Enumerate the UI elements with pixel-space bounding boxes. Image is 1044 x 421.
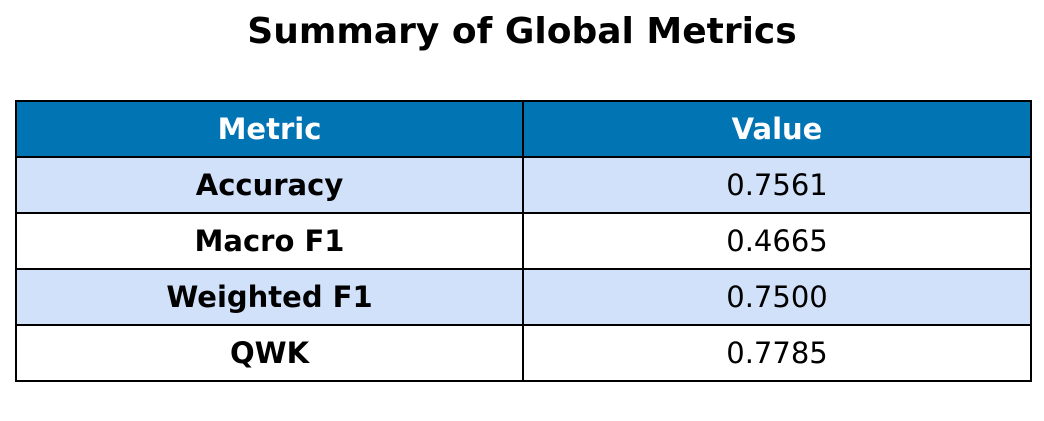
header-cell-metric: Metric [15, 100, 524, 158]
chart-title: Summary of Global Metrics [247, 11, 797, 52]
metric-value-cell: 0.7561 [522, 156, 1032, 214]
metric-name-cell: QWK [15, 324, 524, 382]
header-row: Metric Value [15, 100, 1032, 158]
metric-value-cell: 0.4665 [522, 212, 1032, 270]
metric-name-cell: Accuracy [15, 156, 524, 214]
table-body: Accuracy 0.7561 Macro F1 0.4665 Weighted… [15, 156, 1032, 382]
metric-name-cell: Weighted F1 [15, 268, 524, 326]
table-row: Accuracy 0.7561 [15, 156, 1032, 214]
table-row: Weighted F1 0.7500 [15, 268, 1032, 326]
table-row: Macro F1 0.4665 [15, 212, 1032, 270]
metrics-table: Metric Value Accuracy 0.7561 Macro F1 0.… [15, 100, 1032, 382]
metric-value-cell: 0.7500 [522, 268, 1032, 326]
header-cell-value: Value [522, 100, 1032, 158]
table-row: QWK 0.7785 [15, 324, 1032, 382]
metric-value-cell: 0.7785 [522, 324, 1032, 382]
table-header: Metric Value [15, 100, 1032, 158]
metric-name-cell: Macro F1 [15, 212, 524, 270]
